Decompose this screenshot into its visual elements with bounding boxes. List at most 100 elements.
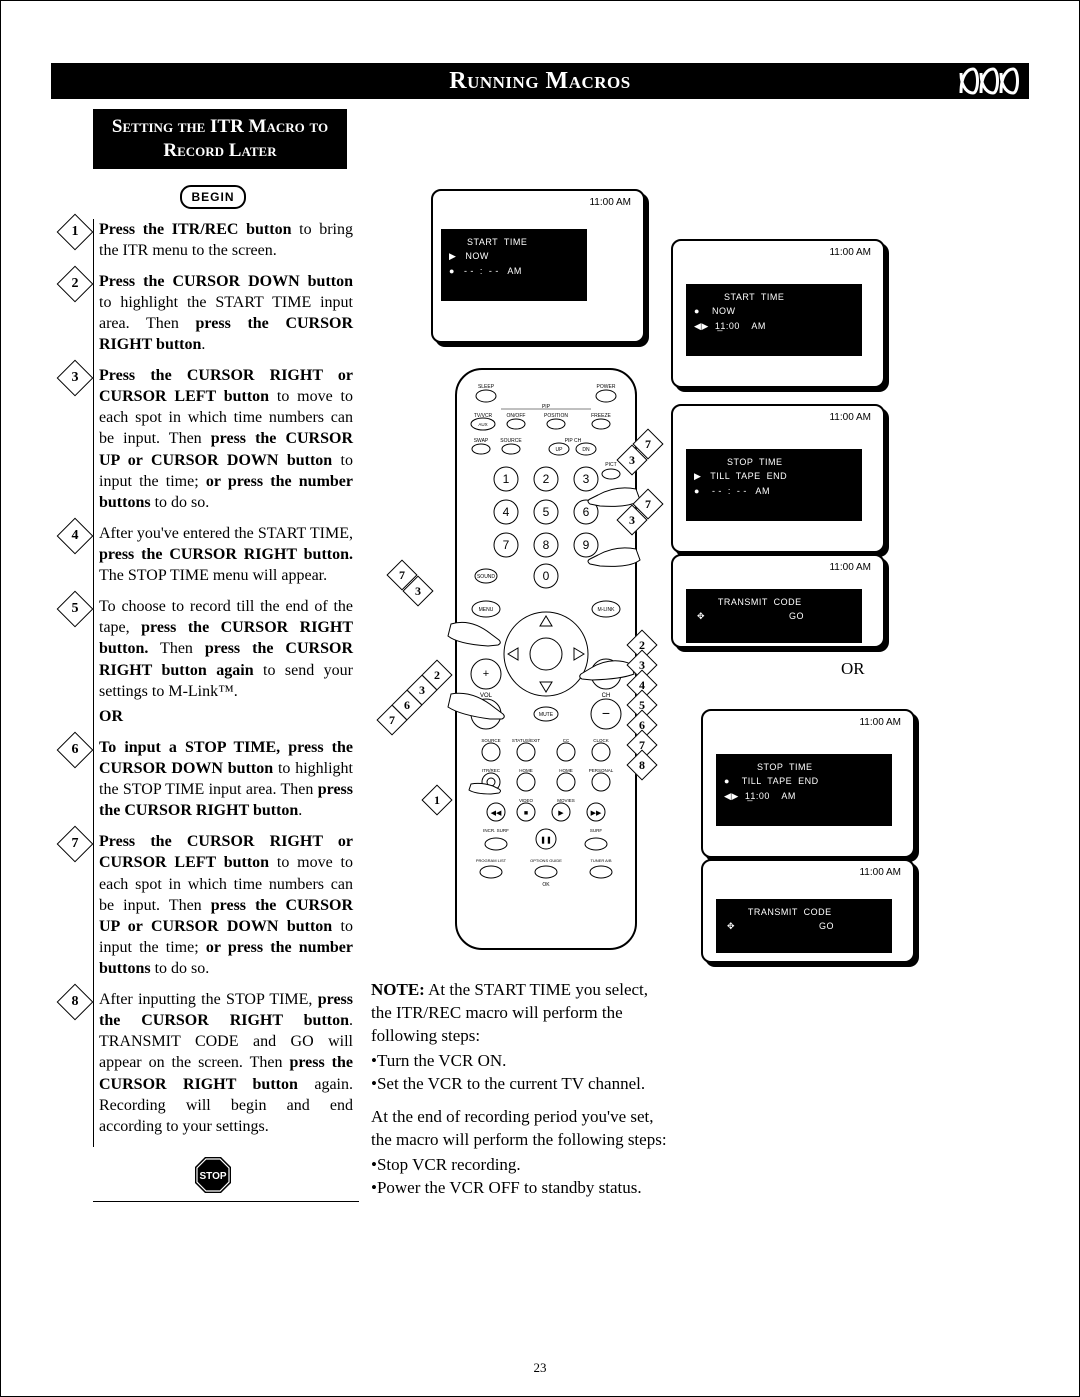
svg-text:▶▶: ▶▶ bbox=[591, 810, 602, 817]
steps-list: 1Press the ITR/REC button to bring the I… bbox=[93, 219, 353, 1147]
begin-badge: BEGIN bbox=[180, 185, 246, 209]
svg-text:9: 9 bbox=[583, 538, 590, 552]
svg-text:SOURCE: SOURCE bbox=[500, 438, 522, 444]
step-4: 4After you've entered the START TIME, pr… bbox=[99, 523, 353, 596]
svg-text:◀◀: ◀◀ bbox=[491, 810, 502, 817]
svg-text:5: 5 bbox=[543, 505, 550, 519]
svg-text:M-LINK: M-LINK bbox=[598, 607, 616, 613]
screen-menu-line: TRANSMIT CODE bbox=[724, 905, 884, 919]
manual-page: Running Macros Setting the ITR Macro to … bbox=[0, 0, 1080, 1397]
svg-text:SWAP: SWAP bbox=[474, 438, 489, 444]
screen-menu-panel: TRANSMIT CODE ✥ GO bbox=[686, 589, 862, 643]
step-diamond-icon: 4 bbox=[57, 518, 94, 555]
or-label: OR bbox=[841, 659, 865, 679]
step-diamond-icon: 7 bbox=[57, 826, 94, 863]
note-block: NOTE: At the START TIME you select, the … bbox=[371, 979, 671, 1199]
page-title-bar: Running Macros bbox=[51, 63, 1029, 99]
svg-text:UP: UP bbox=[556, 447, 564, 453]
section-header: Setting the ITR Macro to Record Later bbox=[93, 109, 347, 169]
svg-text:SURF: SURF bbox=[590, 828, 603, 833]
screen-menu-panel: START TIME● NOW◀▶ 1̲1:00 AM bbox=[686, 284, 862, 356]
svg-text:POSITION: POSITION bbox=[544, 413, 568, 419]
instructions-column: Setting the ITR Macro to Record Later BE… bbox=[73, 109, 353, 1202]
step-3: 3Press the CURSOR RIGHT or CURSOR LEFT b… bbox=[99, 365, 353, 523]
svg-text:PROGRAM LIST: PROGRAM LIST bbox=[476, 858, 507, 863]
svg-text:ON/OFF: ON/OFF bbox=[507, 413, 526, 419]
svg-text:VIDEO: VIDEO bbox=[519, 798, 534, 803]
note-lead: NOTE: bbox=[371, 980, 425, 999]
svg-text:PICT: PICT bbox=[605, 462, 616, 468]
svg-text:8: 8 bbox=[543, 538, 550, 552]
svg-text:ITR/REC: ITR/REC bbox=[482, 768, 501, 773]
step-diamond-icon: 8 bbox=[57, 984, 94, 1021]
screen-menu-line: TRANSMIT CODE bbox=[694, 595, 854, 609]
step-diamond-icon: 3 bbox=[57, 360, 94, 397]
svg-text:CC: CC bbox=[563, 738, 570, 743]
step-diamond-icon: 2 bbox=[57, 265, 94, 302]
note-bullet-2: •Set the VCR to the current TV channel. bbox=[371, 1073, 671, 1096]
screen-menu-line: STOP TIME bbox=[724, 760, 884, 774]
screen-menu-panel: TRANSMIT CODE ✥ GO bbox=[716, 899, 892, 953]
note-bullet-4: •Power the VCR OFF to standby status. bbox=[371, 1177, 671, 1200]
screen-menu-line: ▶ NOW bbox=[449, 249, 579, 263]
brand-logo-icon bbox=[959, 67, 1019, 95]
svg-text:3: 3 bbox=[583, 472, 590, 486]
screen-clock: 11:00 AM bbox=[829, 247, 871, 258]
svg-text:CH: CH bbox=[602, 693, 611, 699]
screen-menu-line: STOP TIME bbox=[694, 455, 854, 469]
svg-text:2: 2 bbox=[543, 472, 550, 486]
screen-menu-panel: STOP TIME● TILL TAPE END◀▶ 1̲1:00 AM bbox=[716, 754, 892, 826]
svg-text:DN: DN bbox=[582, 447, 590, 453]
svg-text:SOURCE: SOURCE bbox=[481, 738, 500, 743]
svg-text:CLOCK: CLOCK bbox=[593, 738, 609, 743]
step-2: 2Press the CURSOR DOWN button to highlig… bbox=[99, 271, 353, 365]
svg-text:+: + bbox=[483, 668, 489, 680]
svg-text:7: 7 bbox=[503, 538, 510, 552]
step-7: 7Press the CURSOR RIGHT or CURSOR LEFT b… bbox=[99, 831, 353, 989]
screen-menu-panel: START TIME▶ NOW● - - : - - AM bbox=[441, 229, 587, 301]
step-diamond-icon: 5 bbox=[57, 591, 94, 628]
step-5: 5To choose to record till the end of the… bbox=[99, 596, 353, 737]
svg-text:SLEEP: SLEEP bbox=[478, 384, 495, 390]
page-title: Running Macros bbox=[449, 68, 630, 94]
screen-clock: 11:00 AM bbox=[859, 867, 901, 878]
step-diamond-icon: 6 bbox=[57, 732, 94, 769]
or-label-inline: OR bbox=[99, 706, 353, 727]
svg-text:0: 0 bbox=[543, 569, 550, 583]
screen-menu-line: ● - - : - - AM bbox=[694, 484, 854, 498]
screen-menu-line: START TIME bbox=[694, 290, 854, 304]
svg-text:POWER: POWER bbox=[597, 384, 616, 390]
screen-menu-line: START TIME bbox=[449, 235, 579, 249]
note-p2: At the end of recording period you've se… bbox=[371, 1106, 671, 1152]
screen-menu-line: ◀▶ 1̲1:00 AM bbox=[694, 319, 854, 333]
svg-text:HOME: HOME bbox=[519, 768, 533, 773]
svg-text:1: 1 bbox=[503, 472, 510, 486]
svg-text:FREEZE: FREEZE bbox=[591, 413, 611, 419]
screen-menu-line: ◀▶ 1̲1:00 AM bbox=[724, 789, 884, 803]
screen-clock: 11:00 AM bbox=[829, 562, 871, 573]
screen-clock: 11:00 AM bbox=[859, 717, 901, 728]
page-number: 23 bbox=[1, 1360, 1079, 1376]
svg-text:−: − bbox=[602, 705, 610, 721]
note-bullet-1: •Turn the VCR ON. bbox=[371, 1050, 671, 1073]
step-8: 8After inputting the STOP TIME, press th… bbox=[99, 989, 353, 1147]
illustration-column: SLEEPPOWER PIP TV/VCRON/OFF POSITIONFREE… bbox=[371, 109, 1029, 1336]
svg-text:MOVIES: MOVIES bbox=[557, 798, 575, 803]
svg-text:❚❚: ❚❚ bbox=[540, 836, 552, 844]
svg-text:VOL: VOL bbox=[480, 693, 493, 699]
screen-menu-line: ▶ TILL TAPE END bbox=[694, 469, 854, 483]
svg-text:AUX: AUX bbox=[478, 422, 487, 427]
svg-text:STATUS/EXIT: STATUS/EXIT bbox=[512, 738, 541, 743]
step-1: 1Press the ITR/REC button to bring the I… bbox=[99, 219, 353, 271]
stop-label: STOP bbox=[199, 1171, 226, 1182]
left-frame-bottom-rule bbox=[93, 1201, 359, 1202]
screen-menu-panel: STOP TIME▶ TILL TAPE END● - - : - - AM bbox=[686, 449, 862, 521]
svg-text:6: 6 bbox=[583, 505, 590, 519]
screen-clock: 11:00 AM bbox=[589, 197, 631, 208]
screen-menu-line: ● TILL TAPE END bbox=[724, 774, 884, 788]
screen-menu-line: ● - - : - - AM bbox=[449, 264, 579, 278]
screen-menu-line: ✥ GO bbox=[724, 919, 884, 933]
svg-text:MUTE: MUTE bbox=[539, 712, 554, 718]
screen-clock: 11:00 AM bbox=[829, 412, 871, 423]
step-6: 6To input a STOP TIME, press the CURSOR … bbox=[99, 737, 353, 831]
